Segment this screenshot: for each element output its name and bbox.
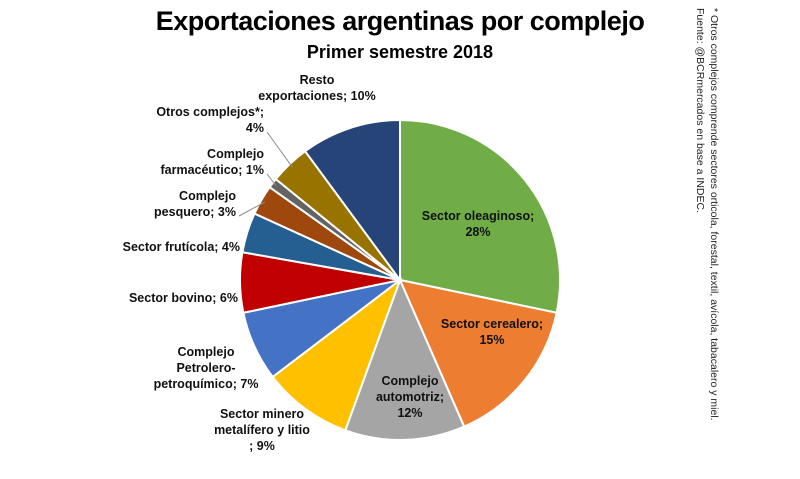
pie-slice [399,118,561,314]
leader-line [266,173,277,186]
footnote-text: * Otros complejos comprende sectores ort… [694,8,720,421]
slice-label: Otros complejos*; 4% [156,105,264,135]
slice-label: Resto exportaciones; 10% [258,73,375,103]
pie-slice [398,278,558,428]
slice-label: Sector cerealero; 15% [441,317,543,347]
chart-subtitle: Primer semestre 2018 [306,42,494,62]
pie-slice [303,118,401,284]
slice-label: Complejo pesquero; 3% [154,189,236,219]
slice-label: Complejo Petrolero-petroquímico; 7% [154,345,259,391]
leader-line [266,131,293,168]
leader-line [238,201,266,217]
slice-label: Complejo farmacéutico; 1% [160,147,264,177]
slice-label: Sector bovino; 6% [129,291,238,305]
slice-label: Complejo automotriz; 12% [376,374,444,420]
slice-label: Sector minero metalífero y litio; 9% [214,407,310,453]
chart-title: Exportaciones argentinas por complejo [155,6,645,36]
slice-label: Sector frutícola; 4% [123,240,240,254]
pie-slice [271,277,403,432]
pie-slice [343,277,466,441]
slice-label: Sector oleaginoso; 28% [422,209,535,239]
